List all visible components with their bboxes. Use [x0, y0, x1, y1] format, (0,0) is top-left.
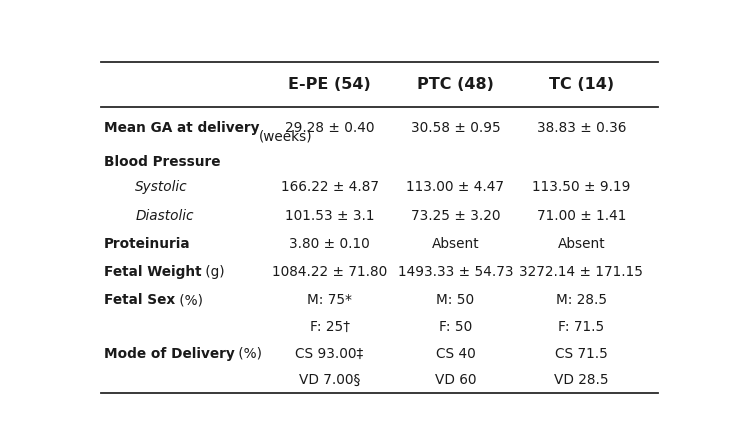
Text: E-PE (54): E-PE (54) — [289, 77, 371, 92]
Text: 3272.14 ± 171.15: 3272.14 ± 171.15 — [520, 265, 644, 279]
Text: VD 60: VD 60 — [435, 373, 476, 388]
Text: 166.22 ± 4.87: 166.22 ± 4.87 — [280, 181, 379, 194]
Text: 3.80 ± 0.10: 3.80 ± 0.10 — [289, 237, 370, 251]
Text: TC (14): TC (14) — [549, 77, 614, 92]
Text: Diastolic: Diastolic — [135, 209, 193, 222]
Text: Absent: Absent — [432, 237, 479, 251]
Text: 30.58 ± 0.95: 30.58 ± 0.95 — [410, 121, 500, 135]
Text: Blood Pressure: Blood Pressure — [103, 155, 220, 168]
Text: 38.83 ± 0.36: 38.83 ± 0.36 — [537, 121, 626, 135]
Text: CS 71.5: CS 71.5 — [555, 347, 607, 361]
Text: (%): (%) — [235, 347, 263, 361]
Text: M: 28.5: M: 28.5 — [556, 293, 607, 308]
Text: Systolic: Systolic — [135, 181, 187, 194]
Text: F: 50: F: 50 — [439, 320, 472, 334]
Text: Mode of Delivery: Mode of Delivery — [103, 347, 235, 361]
Text: F: 25†: F: 25† — [310, 320, 350, 334]
Text: M: 75*: M: 75* — [307, 293, 352, 308]
Text: VD 28.5: VD 28.5 — [554, 373, 609, 388]
Text: 101.53 ± 3.1: 101.53 ± 3.1 — [285, 209, 374, 222]
Text: Fetal Weight: Fetal Weight — [103, 265, 201, 279]
Text: 1084.22 ± 71.80: 1084.22 ± 71.80 — [272, 265, 387, 279]
Text: VD 7.00§: VD 7.00§ — [299, 373, 360, 388]
Text: Proteinuria: Proteinuria — [103, 237, 190, 251]
Text: PTC (48): PTC (48) — [417, 77, 494, 92]
Text: Mean GA at delivery: Mean GA at delivery — [103, 121, 259, 135]
Text: 71.00 ± 1.41: 71.00 ± 1.41 — [537, 209, 626, 222]
Text: M: 50: M: 50 — [436, 293, 475, 308]
Text: (%): (%) — [175, 293, 203, 308]
Text: (g): (g) — [201, 265, 225, 279]
Text: 73.25 ± 3.20: 73.25 ± 3.20 — [410, 209, 500, 222]
Text: F: 71.5: F: 71.5 — [558, 320, 604, 334]
Text: (weeks): (weeks) — [259, 113, 313, 143]
Text: 1493.33 ± 54.73: 1493.33 ± 54.73 — [398, 265, 513, 279]
Text: Absent: Absent — [557, 237, 605, 251]
Text: 113.00 ± 4.47: 113.00 ± 4.47 — [407, 181, 505, 194]
Text: Fetal Sex: Fetal Sex — [103, 293, 175, 308]
Text: CS 40: CS 40 — [435, 347, 475, 361]
Text: 113.50 ± 9.19: 113.50 ± 9.19 — [532, 181, 630, 194]
Text: 29.28 ± 0.40: 29.28 ± 0.40 — [285, 121, 374, 135]
Text: CS 93.00‡: CS 93.00‡ — [295, 347, 364, 361]
